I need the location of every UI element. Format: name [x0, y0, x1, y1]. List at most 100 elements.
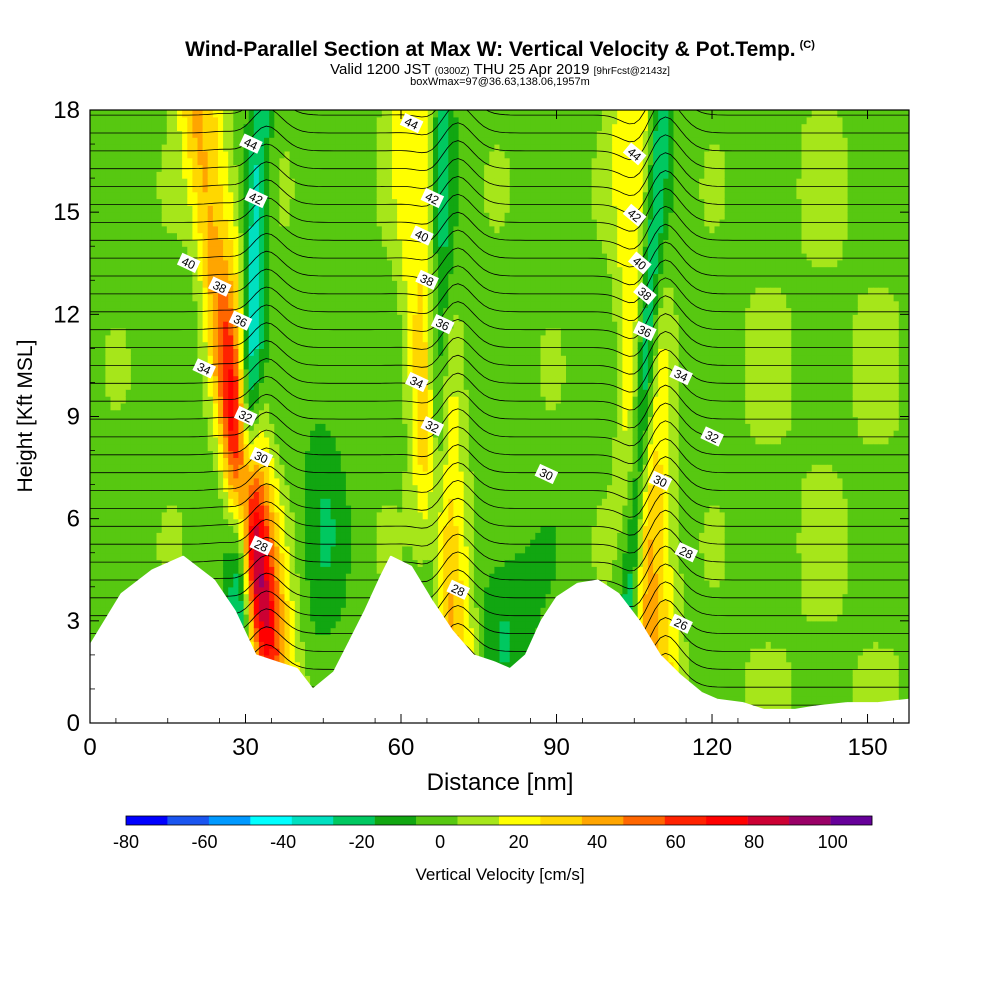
velocity-cell — [197, 430, 204, 438]
velocity-cell — [356, 443, 362, 452]
velocity-cell — [100, 450, 106, 458]
velocity-cell — [310, 648, 316, 656]
velocity-cell — [274, 552, 280, 561]
velocity-cell — [187, 518, 193, 527]
velocity-cell — [166, 545, 173, 554]
velocity-cell — [330, 382, 337, 390]
velocity-cell — [125, 491, 132, 499]
velocity-cell — [366, 573, 373, 581]
velocity-cell — [182, 191, 188, 200]
velocity-cell — [351, 198, 357, 206]
velocity-cell — [90, 334, 96, 343]
velocity-cell — [305, 396, 311, 404]
velocity-cell — [223, 580, 229, 588]
velocity-cell — [115, 450, 122, 458]
velocity-cell — [279, 423, 286, 431]
velocity-cell — [182, 443, 188, 452]
velocity-cell — [274, 341, 280, 349]
velocity-cell — [223, 382, 229, 390]
velocity-cell — [202, 232, 209, 240]
velocity-cell — [325, 552, 332, 561]
velocity-cell — [335, 184, 342, 193]
velocity-cell — [141, 368, 147, 377]
velocity-cell — [100, 498, 106, 506]
velocity-cell — [207, 116, 214, 125]
velocity-cell — [105, 396, 112, 404]
velocity-cell — [320, 675, 326, 683]
velocity-cell — [320, 150, 326, 159]
velocity-cell — [223, 273, 229, 281]
velocity-cell — [284, 396, 291, 404]
velocity-cell — [120, 334, 127, 343]
velocity-cell — [202, 130, 209, 138]
velocity-cell — [141, 300, 147, 309]
velocity-cell — [320, 212, 326, 220]
velocity-cell — [325, 600, 332, 608]
velocity-cell — [269, 314, 275, 322]
velocity-cell — [356, 225, 362, 234]
velocity-cell — [274, 123, 280, 131]
velocity-cell — [299, 402, 306, 411]
velocity-cell — [156, 348, 163, 356]
velocity-cell — [274, 457, 280, 465]
velocity-cell — [264, 314, 270, 322]
velocity-cell — [166, 409, 173, 418]
velocity-cell — [223, 321, 229, 329]
velocity-cell — [115, 280, 122, 288]
velocity-cell — [223, 219, 229, 227]
velocity-cell — [335, 157, 342, 166]
velocity-cell — [207, 219, 214, 227]
velocity-cell — [248, 300, 255, 309]
velocity-cell — [351, 328, 357, 336]
velocity-cell — [105, 464, 112, 472]
velocity-cell — [120, 498, 127, 506]
velocity-cell — [90, 580, 96, 588]
velocity-cell — [345, 464, 352, 472]
velocity-cell — [335, 368, 342, 377]
velocity-cell — [243, 287, 250, 295]
velocity-cell — [238, 498, 245, 506]
velocity-cell — [315, 293, 321, 302]
velocity-cell — [289, 239, 296, 247]
velocity-cell — [289, 491, 296, 499]
velocity-cell — [325, 654, 332, 663]
velocity-cell — [161, 450, 168, 458]
velocity-cell — [207, 225, 214, 234]
velocity-cell — [335, 280, 342, 288]
velocity-cell — [305, 328, 311, 336]
velocity-cell — [315, 266, 321, 275]
velocity-cell — [166, 110, 173, 118]
velocity-cell — [340, 423, 347, 431]
velocity-cell — [310, 586, 316, 595]
velocity-cell — [151, 443, 158, 452]
velocity-cell — [299, 430, 306, 438]
velocity-cell — [223, 341, 229, 349]
velocity-cell — [361, 525, 367, 533]
velocity-cell — [299, 566, 306, 574]
velocity-cell — [110, 341, 117, 349]
velocity-cell — [182, 491, 188, 499]
velocity-cell — [335, 191, 342, 200]
velocity-cell — [345, 477, 352, 486]
velocity-cell — [289, 661, 296, 670]
velocity-cell — [197, 484, 204, 492]
velocity-cell — [197, 464, 204, 472]
velocity-cell — [182, 273, 188, 281]
velocity-cell — [325, 259, 332, 268]
velocity-cell — [238, 423, 245, 431]
velocity-cell — [146, 382, 152, 390]
velocity-cell — [371, 566, 378, 574]
velocity-cell — [228, 436, 234, 445]
velocity-cell — [310, 178, 316, 186]
velocity-cell — [212, 416, 219, 424]
velocity-cell — [299, 137, 306, 145]
velocity-cell — [110, 573, 117, 581]
velocity-cell — [330, 443, 337, 452]
velocity-cell — [315, 368, 321, 377]
velocity-cell — [335, 273, 342, 281]
velocity-cell — [330, 368, 337, 377]
velocity-cell — [253, 219, 260, 227]
velocity-cell — [351, 355, 357, 363]
velocity-cell — [335, 116, 342, 125]
velocity-cell — [136, 443, 142, 452]
